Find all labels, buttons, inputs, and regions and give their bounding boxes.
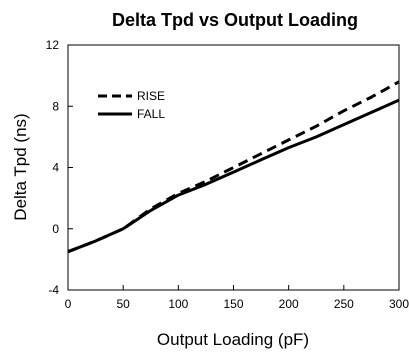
y-tick-label: 8 bbox=[52, 99, 59, 113]
chart-title: Delta Tpd vs Output Loading bbox=[112, 10, 358, 30]
plot-frame bbox=[67, 44, 400, 291]
x-tick-label: 50 bbox=[116, 297, 130, 311]
y-tick-label: 0 bbox=[52, 222, 59, 236]
x-tick-label: 0 bbox=[65, 297, 72, 311]
legend-label-fall: FALL bbox=[137, 107, 165, 121]
x-tick-label: 200 bbox=[279, 297, 299, 311]
series-line-rise bbox=[67, 80, 400, 254]
x-axis: 0 50 100 150 200 250 300 bbox=[65, 285, 409, 311]
legend-label-rise: RISE bbox=[137, 89, 165, 103]
y-tick-label: -4 bbox=[48, 283, 59, 297]
x-tick-label: 150 bbox=[223, 297, 243, 311]
y-axis-title: Delta Tpd (ns) bbox=[11, 113, 30, 220]
x-tick-label: 250 bbox=[334, 297, 354, 311]
y-axis: -4 0 4 8 12 bbox=[46, 38, 73, 297]
y-tick-label: 12 bbox=[46, 38, 60, 52]
x-axis-title: Output Loading (pF) bbox=[157, 330, 309, 349]
x-tick-label: 100 bbox=[168, 297, 188, 311]
series-line-fall bbox=[67, 98, 400, 254]
y-tick-label: 4 bbox=[52, 161, 59, 175]
legend: RISE FALL bbox=[98, 89, 165, 121]
series-layer bbox=[67, 80, 400, 254]
x-tick-label: 300 bbox=[389, 297, 409, 311]
